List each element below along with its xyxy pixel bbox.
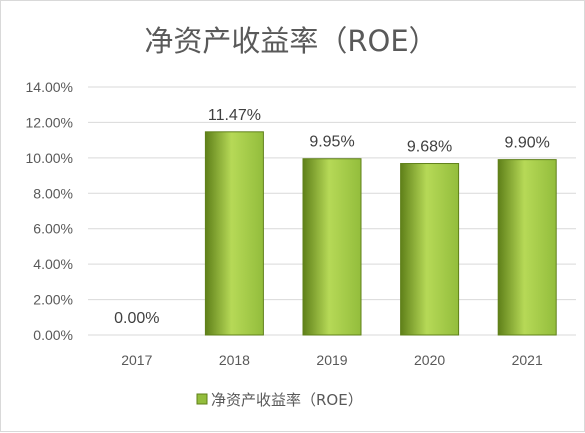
data-labels: 0.00% 11.47% 9.95% 9.68% 9.90% bbox=[114, 107, 550, 327]
y-tick-label: 8.00% bbox=[33, 185, 73, 201]
y-tick-label: 12.00% bbox=[26, 114, 73, 130]
x-tick-label-2020: 2020 bbox=[414, 352, 445, 368]
bars bbox=[204, 131, 557, 336]
y-tick-label: 4.00% bbox=[33, 256, 73, 272]
data-label-2019: 9.95% bbox=[309, 134, 354, 151]
data-label-2018: 11.47% bbox=[208, 107, 261, 124]
legend: 净资产收益率（ROE） bbox=[196, 391, 363, 409]
y-tick-label: 6.00% bbox=[33, 221, 73, 237]
data-label-2017: 0.00% bbox=[114, 310, 159, 327]
x-axis-tick-labels: 2017 2018 2019 2020 2021 bbox=[121, 352, 543, 368]
y-tick-label: 14.00% bbox=[26, 79, 73, 95]
legend-swatch bbox=[196, 393, 208, 405]
bar-2021 bbox=[497, 159, 557, 336]
legend-label: 净资产收益率（ROE） bbox=[211, 391, 363, 409]
x-tick-label-2021: 2021 bbox=[512, 352, 543, 368]
chart-title: 净资产收益率（ROE） bbox=[144, 24, 437, 58]
y-axis-tick-labels: 0.00% 2.00% 4.00% 6.00% 8.00% 10.00% 12.00% 14.… bbox=[26, 79, 73, 343]
x-tick-label-2017: 2017 bbox=[121, 352, 152, 368]
bar-2020 bbox=[400, 163, 460, 336]
bar-2019 bbox=[302, 158, 362, 336]
y-tick-label: 0.00% bbox=[33, 327, 73, 343]
x-tick-label-2019: 2019 bbox=[316, 352, 347, 368]
data-label-2020: 9.68% bbox=[407, 139, 452, 156]
data-label-2021: 9.90% bbox=[505, 135, 550, 152]
x-tick-label-2018: 2018 bbox=[219, 352, 250, 368]
y-tick-label: 2.00% bbox=[33, 292, 73, 308]
y-tick-label: 10.00% bbox=[26, 150, 73, 166]
bar-2018 bbox=[204, 131, 264, 336]
